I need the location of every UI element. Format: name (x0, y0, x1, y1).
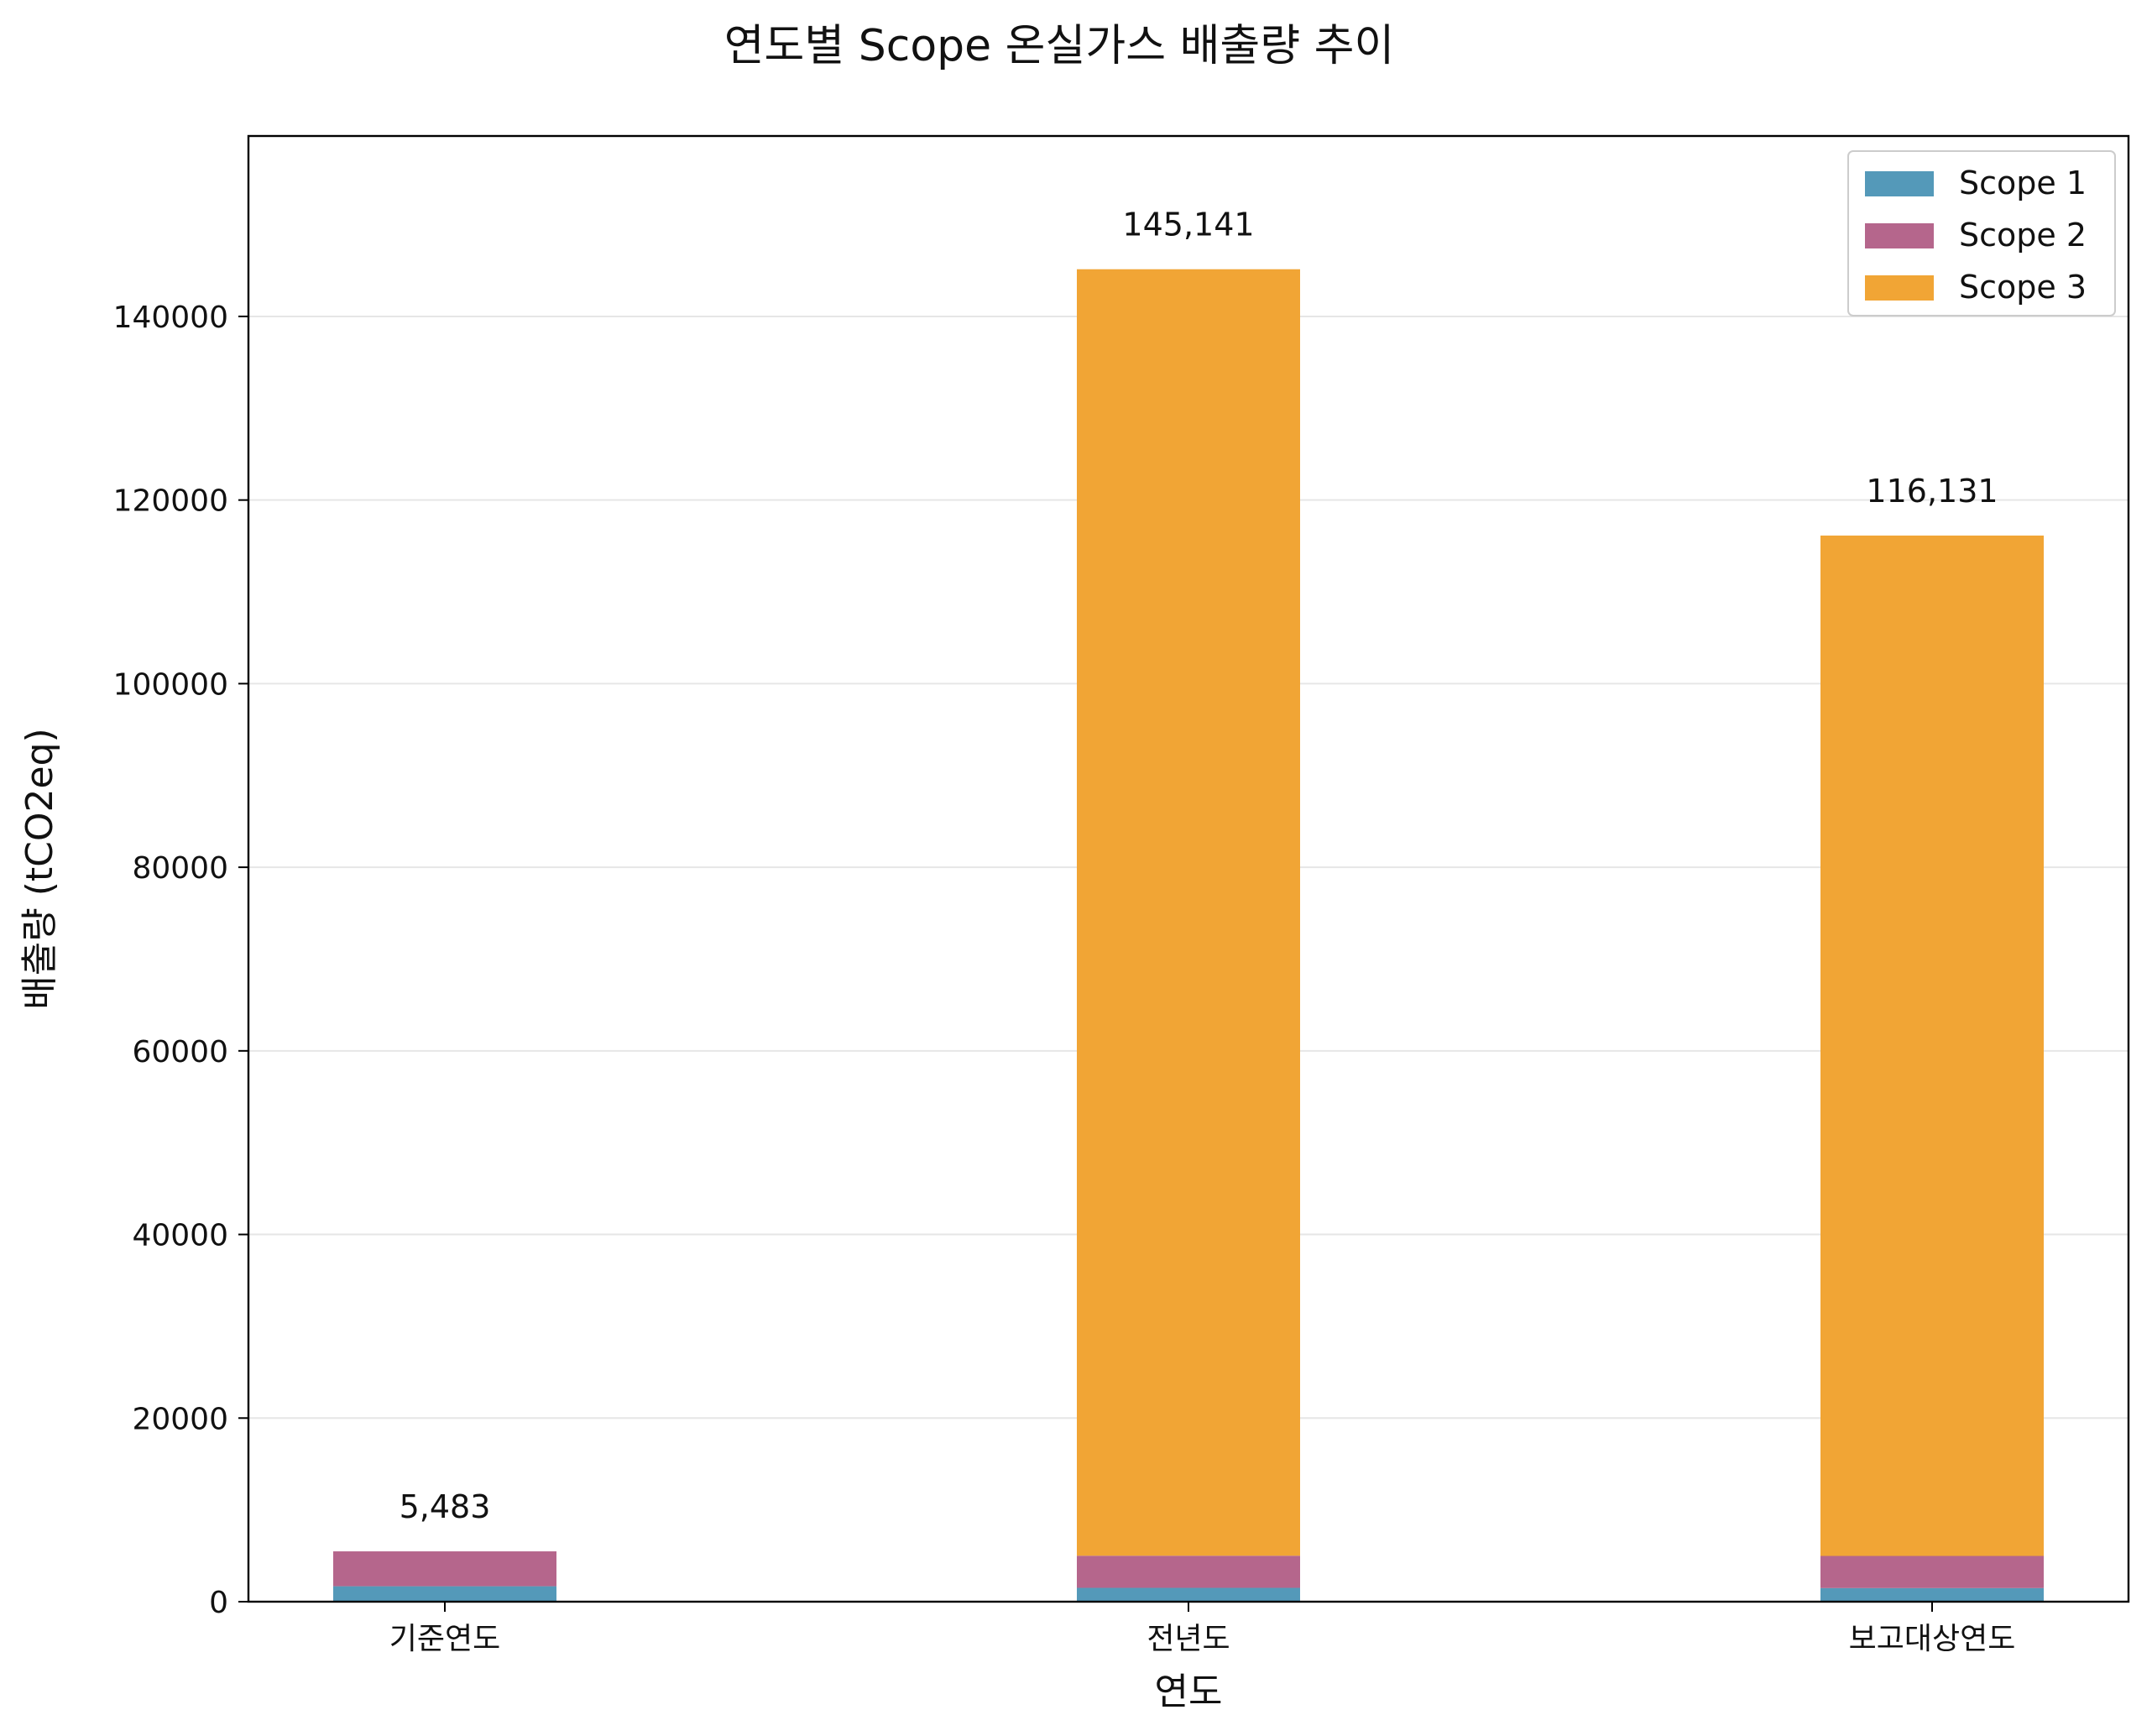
legend-label: Scope 3 (1959, 269, 2087, 306)
y-tick-label: 0 (209, 1586, 228, 1620)
x-tick-label: 전년도 (1147, 1622, 1230, 1656)
legend-label: Scope 2 (1959, 217, 2087, 254)
y-tick-label: 100000 (113, 667, 228, 702)
y-tick-label: 140000 (113, 301, 228, 335)
y-axis-title: 배출량 (tCO2eq) (18, 728, 61, 1009)
y-tick-label: 40000 (132, 1219, 228, 1253)
y-axis: 0 20000 40000 60000 80000 100000 120000 140000 (113, 301, 248, 1620)
x-tick-label: 보고대상연도 (1849, 1622, 2016, 1656)
y-tick-label: 80000 (132, 851, 228, 886)
bar-scope-1-3 (1820, 1587, 2044, 1602)
x-axis: 기준연도 전년도 보고대상연도 (389, 1602, 2016, 1656)
bar-scope-1-1 (333, 1586, 556, 1602)
legend-label: Scope 1 (1959, 165, 2087, 201)
legend-swatch (1865, 171, 1934, 196)
total-label: 5,483 (400, 1488, 491, 1525)
y-tick-label: 20000 (132, 1402, 228, 1436)
bar-scope-2-2 (1077, 1556, 1300, 1588)
legend-swatch (1865, 223, 1934, 248)
legend-swatch (1865, 275, 1934, 301)
y-tick-label: 60000 (132, 1035, 228, 1069)
chart-title: 연도별 Scope 온실가스 배출량 추이 (724, 21, 1395, 71)
legend: Scope 1 Scope 2 Scope 3 (1847, 150, 2116, 316)
bar-scope-3-3 (1820, 535, 2044, 1556)
y-tick-label: 120000 (113, 484, 228, 519)
x-axis-title: 연도 (1155, 1671, 1223, 1713)
x-tick-label: 기준연도 (389, 1622, 500, 1656)
bar-scope-2-1 (333, 1551, 556, 1587)
bars (333, 269, 2044, 1602)
bar-scope-3-2 (1077, 269, 1300, 1556)
bar-scope-1-2 (1077, 1587, 1300, 1602)
total-label: 116,131 (1866, 473, 1998, 510)
total-labels: 5,483 145,141 116,131 (400, 207, 1998, 1525)
bar-scope-2-3 (1820, 1556, 2044, 1588)
total-label: 145,141 (1122, 207, 1254, 243)
